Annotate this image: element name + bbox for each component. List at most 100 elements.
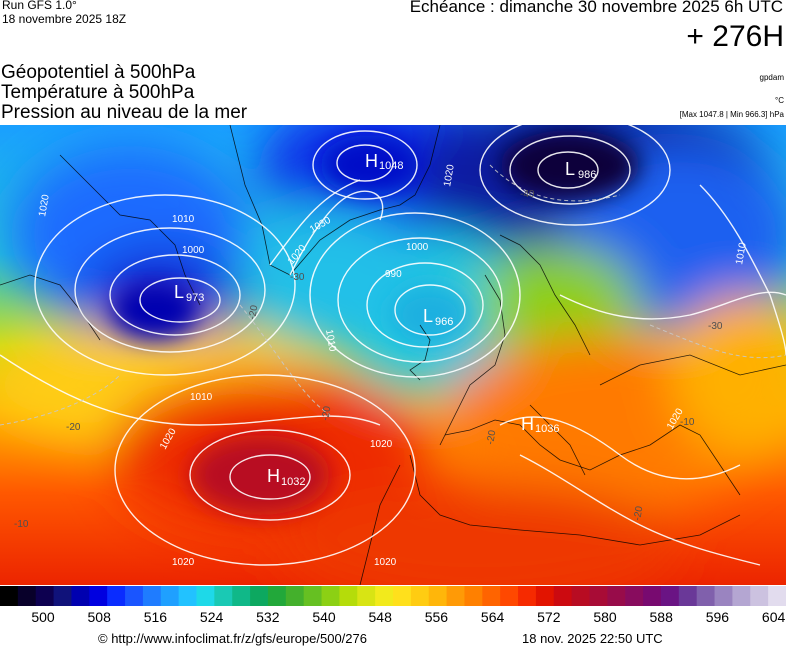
run-date: 18 novembre 2025 18Z [2, 12, 127, 26]
color-swatch [17, 586, 37, 606]
color-scale-tick: 500 [31, 609, 55, 625]
color-scale [0, 586, 786, 606]
svg-text:966: 966 [435, 316, 453, 328]
color-scale-tick: 580 [593, 609, 617, 625]
svg-text:H: H [365, 151, 378, 171]
minmax-label: [Max 1047.8 | Min 966.3] hPa [679, 110, 784, 119]
isobar-label: 1000 [182, 245, 205, 256]
color-swatch [696, 586, 716, 606]
pressure-center-low: L 966 [423, 306, 453, 328]
unit-label: °C [775, 96, 784, 105]
color-scale-tick: 556 [424, 609, 449, 625]
color-swatch [285, 586, 305, 606]
color-scale-tick: 604 [761, 609, 786, 625]
color-swatch [160, 586, 180, 606]
isobar-label: 990 [385, 269, 402, 280]
temperature-label: -10 [680, 417, 695, 428]
color-swatch [178, 586, 197, 606]
color-swatch [196, 586, 215, 606]
color-swatch [535, 586, 555, 606]
temperature-label: -30 [708, 321, 723, 332]
isobar-label: 1010 [323, 329, 338, 353]
color-swatch [71, 586, 90, 606]
color-swatch [732, 586, 751, 606]
parameter-geopotential: Géopotentiel à 500hPa [1, 62, 196, 83]
pressure-center-high: H 1032 [267, 466, 305, 488]
temperature-label: -20 [485, 429, 498, 446]
svg-text:H: H [521, 414, 534, 434]
isobar-label: 1020 [442, 163, 457, 187]
color-scale-tick: 532 [256, 609, 280, 625]
color-swatch [410, 586, 430, 606]
color-swatch [571, 586, 590, 606]
color-swatch [35, 586, 55, 606]
color-swatch [303, 586, 323, 606]
isobar-label: 1020 [374, 557, 397, 568]
brand-label: gpdam [759, 73, 784, 82]
color-swatch [446, 586, 465, 606]
parameter-mslp: Pression au niveau de la mer [1, 102, 248, 123]
color-swatch [125, 586, 144, 606]
parameter-temperature: Température à 500hPa [1, 82, 195, 103]
color-scale-tick: 564 [480, 609, 505, 625]
svg-text:H: H [267, 466, 280, 486]
svg-text:973: 973 [186, 292, 204, 304]
issue-timestamp: 18 nov. 2025 22:50 UTC [522, 631, 663, 646]
svg-text:1048: 1048 [379, 160, 403, 172]
isobar-label: 1000 [406, 242, 429, 253]
temperature-label: -20 [320, 405, 333, 422]
pressure-center-high: H 1048 [365, 151, 403, 172]
color-swatch [393, 586, 412, 606]
color-swatch [500, 586, 519, 606]
color-swatch [142, 586, 162, 606]
color-scale-tick: 588 [649, 609, 673, 625]
isobar-label: 1010 [190, 392, 213, 403]
temperature-label: -30 [290, 272, 305, 283]
color-scale-tick: 540 [312, 609, 336, 625]
isobar-label: 1020 [37, 193, 52, 217]
color-swatch [232, 586, 251, 606]
run-label: Run GFS 1.0° [2, 0, 77, 12]
color-swatch [375, 586, 394, 606]
pressure-center-low: L 973 [174, 282, 204, 304]
pressure-center-high: H 1036 [521, 414, 559, 435]
temperature-label: -20 [247, 304, 260, 321]
color-swatch [678, 586, 698, 606]
svg-text:L: L [174, 282, 184, 302]
color-swatch [0, 586, 19, 606]
color-swatch [89, 586, 108, 606]
valid-time: Echéance : dimanche 30 novembre 2025 6h … [409, 0, 783, 16]
color-swatch [625, 586, 644, 606]
svg-text:L: L [565, 159, 575, 179]
color-swatch [768, 586, 786, 606]
svg-text:L: L [423, 306, 433, 326]
isobar-label: 1020 [370, 439, 393, 450]
color-swatch [53, 586, 72, 606]
color-swatch [589, 586, 608, 606]
color-scale-tick: 524 [199, 609, 224, 625]
svg-text:1036: 1036 [535, 423, 559, 435]
isobar-label: 1020 [172, 557, 195, 568]
color-swatch [607, 586, 626, 606]
color-swatch [518, 586, 537, 606]
weather-map: 1020 1010 1000 990 1030 1020 1010 1010 1… [0, 125, 786, 585]
color-swatch [339, 586, 358, 606]
temperature-label: -40 [520, 189, 535, 200]
color-swatch [428, 586, 448, 606]
color-swatch [464, 586, 483, 606]
isobar-label: 1010 [734, 241, 749, 265]
temperature-label: -20 [66, 422, 81, 433]
color-swatch [107, 586, 126, 606]
pressure-center-low: L 986 [565, 159, 596, 181]
color-scale-tick: 508 [87, 609, 111, 625]
temperature-label: -10 [14, 519, 29, 530]
color-scale-ticks: 500 508 516 524 532 540 548 556 564 572 580 588 596 6… [0, 609, 786, 625]
color-swatch [660, 586, 680, 606]
color-swatch [750, 586, 769, 606]
svg-text:1032: 1032 [281, 476, 305, 488]
temperature-label: -20 [632, 505, 645, 522]
color-scale-tick: 572 [537, 609, 561, 625]
color-swatch [553, 586, 573, 606]
color-scale-tick: 548 [368, 609, 392, 625]
color-swatch [267, 586, 287, 606]
